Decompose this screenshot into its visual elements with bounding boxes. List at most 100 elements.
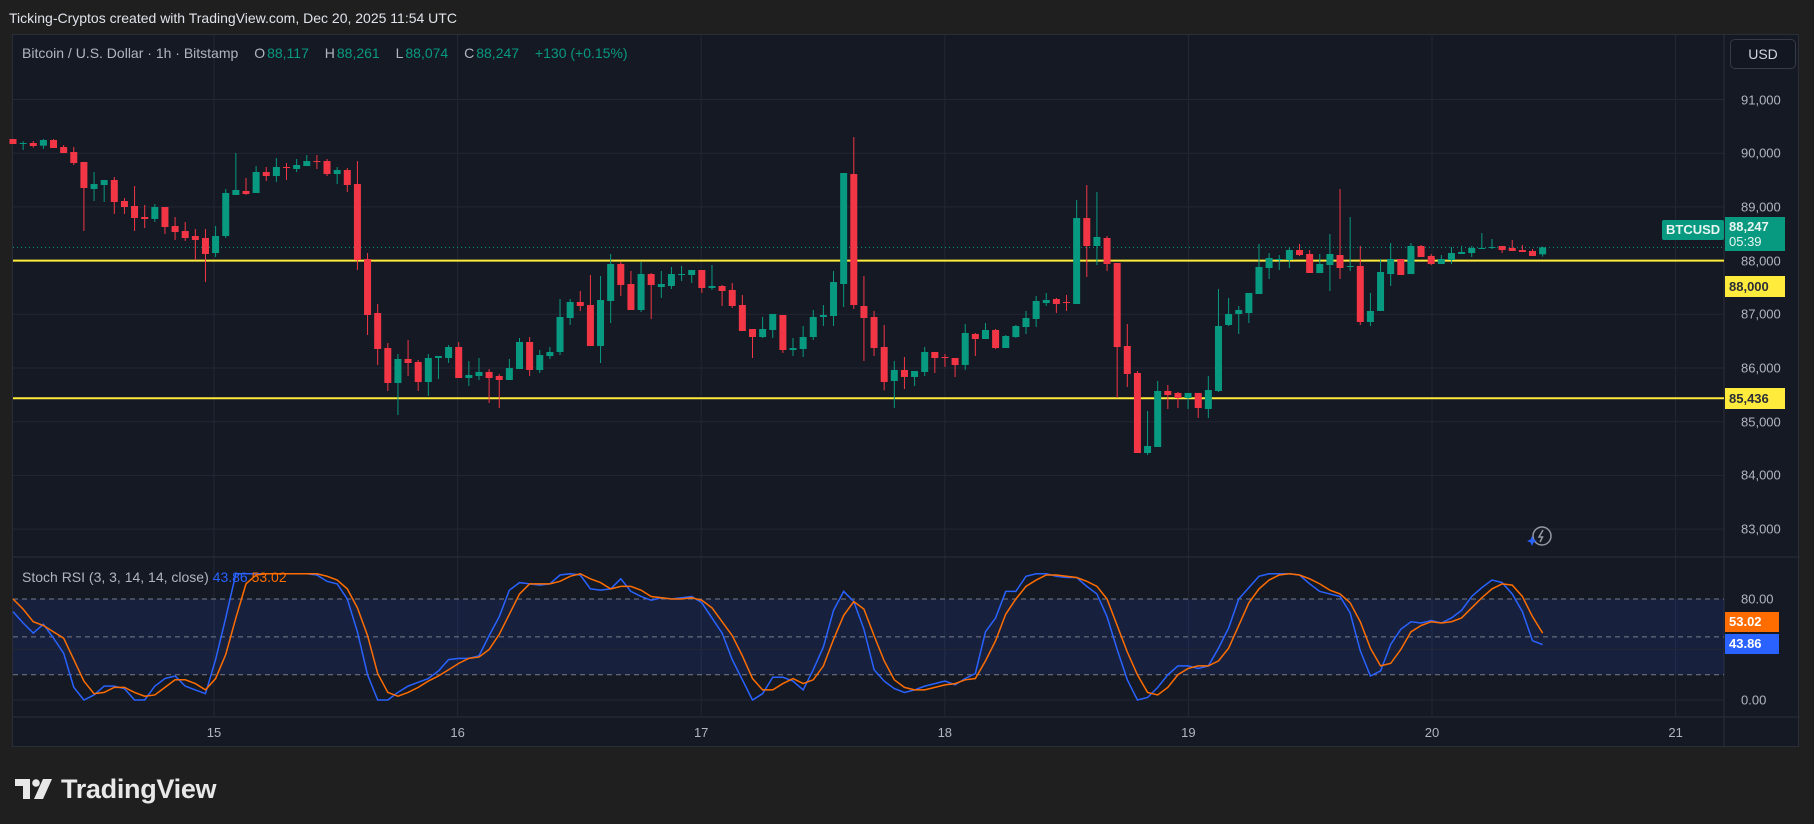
stoch-d-value: 53.02: [251, 569, 287, 585]
candle-bearish: [283, 163, 291, 180]
candle-bearish: [1336, 189, 1344, 280]
candle-body: [445, 347, 453, 359]
candle-body: [1093, 236, 1101, 246]
candle-bearish: [201, 229, 209, 283]
candle-bullish: [1346, 216, 1354, 272]
candle-body: [131, 205, 139, 219]
candle-bullish: [424, 353, 432, 396]
candle-body: [1447, 253, 1455, 261]
change-value: +130 (+0.15%): [534, 45, 628, 61]
candle-bearish: [526, 337, 534, 377]
candle-bullish: [394, 353, 402, 415]
candle-bullish: [1022, 310, 1030, 335]
candle-body: [1002, 335, 1010, 349]
candle-bullish: [465, 361, 473, 386]
candle-bullish: [637, 261, 645, 312]
candle-bullish: [39, 139, 47, 150]
candle-body: [637, 274, 645, 311]
candle-bearish: [60, 145, 68, 154]
candle-bullish: [100, 179, 108, 203]
candle-bearish: [860, 276, 868, 362]
candle-body: [738, 305, 746, 332]
candle-bearish: [191, 229, 199, 261]
candle-bearish: [1397, 258, 1405, 275]
candle-bearish: [181, 221, 189, 241]
candle-body: [576, 302, 584, 306]
candle-bullish: [890, 361, 898, 409]
candle-bullish: [1377, 258, 1385, 311]
tradingview-logo[interactable]: TradingView: [15, 774, 217, 805]
lightning-bolt-icon[interactable]: [1527, 524, 1553, 550]
candle-bullish: [981, 322, 989, 340]
candle-bullish: [667, 266, 675, 290]
candle-bullish: [566, 298, 574, 325]
time-axis-tick: 21: [1668, 725, 1683, 740]
candle-bullish: [536, 350, 544, 373]
candle-bearish: [262, 167, 270, 182]
rsi-axis-tick-0: 0.00: [1741, 692, 1767, 708]
candle-bullish: [556, 298, 564, 356]
candle-bearish: [627, 271, 635, 311]
candle-bearish: [617, 261, 625, 296]
candle-bearish: [971, 332, 979, 357]
candle-bearish: [29, 141, 37, 148]
candle-body: [951, 358, 959, 365]
candle-bullish: [1154, 380, 1162, 447]
candle-body: [1397, 258, 1405, 275]
candle-bullish: [1012, 324, 1020, 338]
candle-body: [100, 179, 108, 185]
candle-body: [1407, 245, 1415, 275]
candle-bearish: [1518, 244, 1526, 253]
candle-body: [384, 348, 392, 383]
candle-body: [1306, 253, 1314, 274]
candle-body: [657, 284, 665, 288]
candle-bearish: [374, 303, 382, 365]
candle-body: [1164, 390, 1172, 396]
candle-bearish: [80, 162, 88, 232]
rsi-axis-tick-80: 80.00: [1741, 591, 1774, 607]
horizontal-levels[interactable]: [13, 246, 1724, 400]
candle-body: [1042, 300, 1050, 304]
bar-countdown: 05:39: [1729, 234, 1762, 249]
candle-bullish: [475, 358, 483, 380]
candle-bearish: [738, 294, 746, 332]
candle-bearish: [1133, 371, 1141, 454]
candle-body: [1518, 250, 1526, 253]
candle-bearish: [9, 139, 17, 145]
open-label: O: [254, 45, 266, 61]
candle-body: [1285, 250, 1293, 261]
candle-bearish: [364, 253, 372, 335]
candle-bearish: [131, 186, 139, 232]
candle-body: [809, 316, 817, 338]
candle-body: [1458, 252, 1466, 254]
candle-bullish: [505, 358, 513, 380]
candle-body: [1184, 392, 1192, 399]
candle-bullish: [688, 269, 696, 283]
candle-bullish: [657, 271, 665, 298]
candle-bullish: [1144, 411, 1152, 455]
candle-body: [1377, 271, 1385, 311]
price-axis-tick: 84,000: [1741, 467, 1781, 483]
candle-bearish: [941, 353, 949, 367]
candle-bearish: [404, 340, 412, 377]
candle-bearish: [1427, 253, 1435, 266]
candle-bullish: [1032, 295, 1040, 327]
candle-bearish: [1356, 245, 1364, 325]
candle-body: [1083, 218, 1091, 246]
candle-body: [455, 347, 463, 378]
currency-button[interactable]: USD: [1730, 39, 1796, 69]
candle-body: [1154, 390, 1162, 447]
stoch-rsi-legend[interactable]: Stoch RSI (3, 3, 14, 14, close) 43.86 53…: [22, 569, 287, 585]
candle-body: [181, 231, 189, 238]
candle-bearish: [900, 356, 908, 389]
candle-body: [1539, 247, 1547, 255]
candle-body: [607, 263, 615, 301]
candles: [9, 137, 1547, 455]
candle-bullish: [1285, 247, 1293, 269]
candle-body: [1063, 302, 1071, 304]
candle-body: [19, 142, 27, 144]
candle-body: [1275, 258, 1283, 261]
candle-body: [1255, 266, 1263, 295]
